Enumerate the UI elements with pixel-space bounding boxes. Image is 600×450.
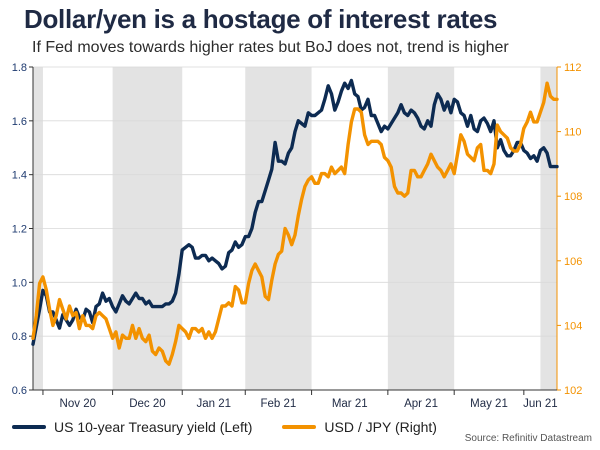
left-tick-label-2: 1.0 [12,277,27,289]
x-tick-label-3: Feb 21 [261,398,297,410]
series-usdjpy-line [31,81,559,366]
legend-label-us10y: US 10-year Treasury yield (Left) [54,419,253,435]
x-tick-label-5: Apr 21 [404,398,438,410]
left-tick-label-4: 1.4 [12,170,27,182]
right-tick-label-0: 102 [564,385,582,397]
left-tick-label-5: 1.6 [12,116,27,128]
chart-subtitle: If Fed moves towards higher rates but Bo… [32,39,509,56]
right-tick-label-1: 104 [564,320,582,332]
left-tick-label-3: 1.2 [12,224,27,236]
left-tick-label-0: 0.6 [12,385,27,397]
right-tick-label-5: 112 [564,62,582,74]
x-tick-label-4: Mar 21 [332,398,368,410]
x-tick-label-2: Jan 21 [196,398,231,410]
x-tick-label-6: May 21 [470,398,508,410]
legend: US 10-year Treasury yield (Left) USD / J… [12,418,467,436]
source-note: Source: Refinitiv Datastream [464,433,592,444]
right-tick-label-3: 108 [564,191,582,203]
left-tick-label-1: 0.8 [12,331,27,343]
x-tick-label-1: Dec 20 [129,398,165,410]
chart-title: Dollar/yen is a hostage of interest rate… [24,4,498,34]
legend-swatch-us10y [12,425,46,429]
x-tick-label-7: Jun 21 [523,398,558,410]
x-tick-label-0: Nov 20 [60,398,96,410]
legend-label-usdjpy: USD / JPY (Right) [324,419,437,435]
right-tick-label-2: 106 [564,256,582,268]
legend-item-usdjpy: USD / JPY (Right) [282,419,437,435]
legend-swatch-usdjpy [282,425,317,429]
series-lines [31,78,559,366]
right-tick-label-4: 110 [564,127,582,139]
axis-labels: 0.6 0.8 1.0 1.2 1.4 1.6 1.8 102 104 106 108 110 112 N… [12,62,583,410]
left-tick-label-6: 1.8 [12,62,27,74]
series-us10y-line [31,78,559,346]
legend-item-us10y: US 10-year Treasury yield (Left) [12,419,252,435]
